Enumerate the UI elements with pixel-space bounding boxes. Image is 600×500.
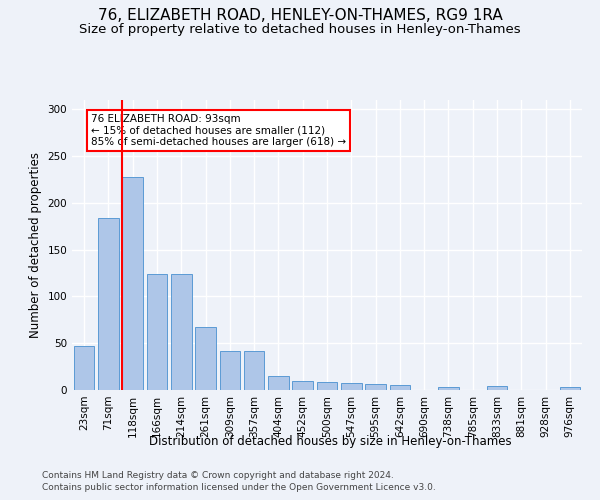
Y-axis label: Number of detached properties: Number of detached properties [29,152,42,338]
Bar [487,386,508,390]
Bar [146,274,167,390]
Bar [341,382,362,390]
Text: 76 ELIZABETH ROAD: 93sqm
← 15% of detached houses are smaller (112)
85% of semi-: 76 ELIZABETH ROAD: 93sqm ← 15% of detach… [91,114,346,147]
Text: Contains HM Land Registry data © Crown copyright and database right 2024.: Contains HM Land Registry data © Crown c… [42,471,394,480]
Text: Contains public sector information licensed under the Open Government Licence v3: Contains public sector information licen… [42,484,436,492]
Text: 76, ELIZABETH ROAD, HENLEY-ON-THAMES, RG9 1RA: 76, ELIZABETH ROAD, HENLEY-ON-THAMES, RG… [98,8,502,22]
Bar [220,350,240,390]
Bar [292,380,313,390]
Bar [389,386,410,390]
Bar [171,274,191,390]
Text: Distribution of detached houses by size in Henley-on-Thames: Distribution of detached houses by size … [149,435,511,448]
Bar [122,176,143,390]
Bar [74,346,94,390]
Text: Size of property relative to detached houses in Henley-on-Thames: Size of property relative to detached ho… [79,22,521,36]
Bar [317,382,337,390]
Bar [98,218,119,390]
Bar [365,384,386,390]
Bar [268,376,289,390]
Bar [195,328,216,390]
Bar [244,350,265,390]
Bar [560,387,580,390]
Bar [438,387,459,390]
